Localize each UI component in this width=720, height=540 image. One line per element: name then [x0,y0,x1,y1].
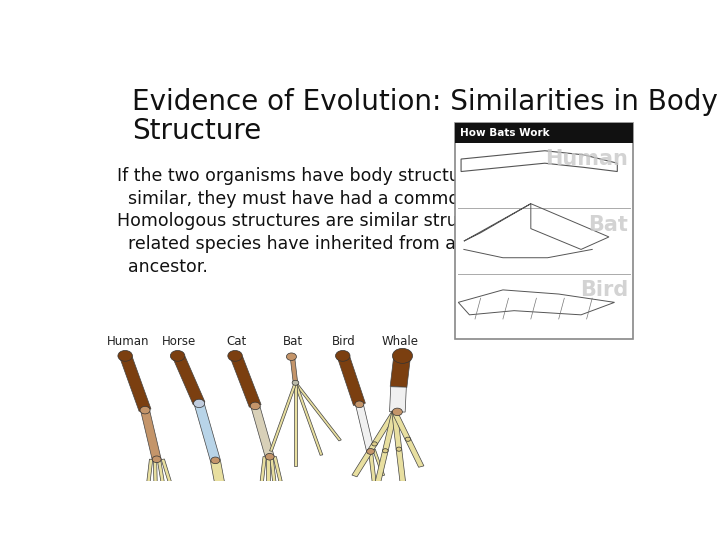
Polygon shape [153,459,157,487]
Polygon shape [374,411,397,490]
Polygon shape [210,460,226,490]
Circle shape [118,350,132,361]
Circle shape [265,454,274,460]
Text: If the two organisms have body structures that are: If the two organisms have body structure… [117,167,561,185]
Polygon shape [231,357,261,407]
Polygon shape [338,357,365,406]
Polygon shape [270,457,276,482]
Circle shape [211,457,220,464]
Polygon shape [294,382,341,441]
Polygon shape [174,356,205,405]
Polygon shape [147,459,153,482]
Text: Human: Human [107,335,149,348]
Polygon shape [290,358,297,383]
Polygon shape [273,456,282,482]
Polygon shape [372,449,384,476]
Polygon shape [352,411,397,477]
Circle shape [396,447,402,451]
Circle shape [287,353,297,360]
Text: related species have inherited from a common: related species have inherited from a co… [117,235,537,253]
Text: Horse: Horse [162,335,197,348]
Circle shape [372,442,377,446]
Circle shape [171,350,185,361]
FancyBboxPatch shape [456,123,633,143]
Polygon shape [157,459,164,482]
Circle shape [140,407,150,414]
Polygon shape [356,404,374,452]
Polygon shape [251,405,274,457]
Circle shape [228,350,243,361]
Text: Homologous structures are similar structures that: Homologous structures are similar struct… [117,212,552,231]
Circle shape [355,401,364,408]
Text: Bat: Bat [282,335,302,348]
Circle shape [405,437,410,441]
Polygon shape [392,411,424,467]
Text: Bat: Bat [588,215,629,235]
Circle shape [336,350,350,361]
Circle shape [194,399,204,408]
FancyBboxPatch shape [456,123,633,339]
Text: Cat: Cat [227,335,247,348]
Circle shape [382,449,388,453]
Text: Evidence of Evolution: Similarities in Body: Evidence of Evolution: Similarities in B… [132,87,718,116]
Text: Whale: Whale [381,335,418,348]
Polygon shape [294,382,323,455]
Text: How Bats Work: How Bats Work [460,128,549,138]
Polygon shape [392,411,406,487]
Circle shape [250,402,260,410]
Text: Structure: Structure [132,117,261,145]
Polygon shape [269,382,297,451]
Circle shape [366,449,374,454]
Polygon shape [369,451,377,485]
Text: similar, they must have had a common ancestor.: similar, they must have had a common anc… [117,190,555,207]
Polygon shape [140,409,161,460]
Polygon shape [266,457,270,482]
Text: Bird: Bird [332,335,356,348]
Text: Bird: Bird [580,280,629,300]
Text: ancestor.: ancestor. [117,258,207,276]
Polygon shape [161,459,173,486]
Circle shape [392,408,402,416]
Polygon shape [390,357,410,388]
Polygon shape [390,387,406,412]
Circle shape [292,380,299,385]
Circle shape [392,348,413,363]
Polygon shape [120,357,151,411]
Circle shape [152,456,161,463]
Polygon shape [294,383,297,466]
Polygon shape [260,457,266,482]
Text: Human: Human [546,150,629,170]
Polygon shape [194,403,220,461]
